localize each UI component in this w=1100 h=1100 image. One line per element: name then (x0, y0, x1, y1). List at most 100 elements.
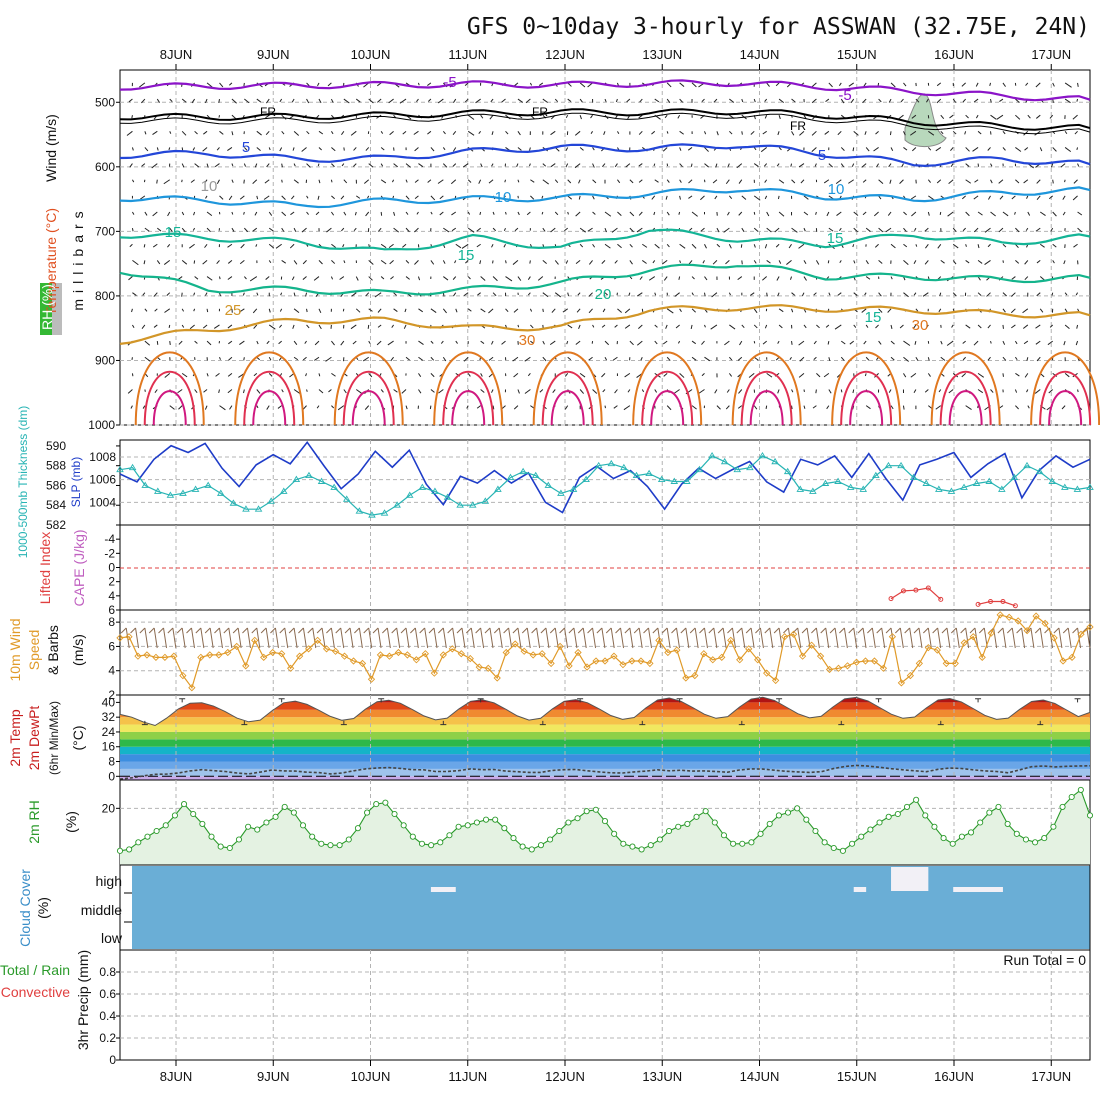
rh-point (235, 836, 243, 843)
wind-barb (688, 179, 693, 184)
wind-barb (480, 373, 483, 377)
wind10m-barb (582, 627, 587, 649)
wind-barb (214, 163, 220, 168)
wind-barb (488, 356, 494, 361)
wind-barb (654, 98, 660, 103)
wind-barb (206, 340, 212, 346)
wind10m-barb-flag (727, 627, 733, 634)
wind-barb (405, 356, 410, 361)
wind-barb (590, 114, 593, 119)
precip-ticks: 00.20.40.60.8 (99, 965, 120, 1067)
rh-point (199, 820, 206, 827)
wind-barb (753, 147, 757, 151)
isotherm-label: -5 (443, 74, 456, 91)
wind-barb (691, 308, 696, 313)
wind-barb (910, 130, 917, 136)
wind10m-barb-flag (913, 627, 920, 634)
wind-barb (514, 227, 519, 232)
wind10m-barb-flag (661, 627, 668, 634)
wind10m-barb-flag (316, 627, 323, 634)
wind-barb (939, 211, 942, 215)
wind-barb (451, 227, 457, 232)
wind-barb (1015, 372, 1020, 377)
wind-barb (325, 356, 332, 362)
wind-barb (451, 211, 457, 216)
wind-barb (537, 276, 544, 281)
wind-barb (405, 163, 411, 168)
wind-barb (1002, 147, 1006, 151)
wind-barb (666, 98, 671, 103)
tick-label: 600 (95, 160, 115, 174)
wind-speed-point (502, 648, 510, 657)
wind-barb (291, 98, 295, 103)
wind-barb (878, 292, 882, 297)
wind-barb (888, 389, 892, 393)
wind-barb (194, 340, 198, 344)
wind-barb (852, 147, 855, 152)
rh-point (794, 805, 801, 812)
wind-barb (142, 292, 146, 296)
wind-barb (984, 259, 991, 265)
wind10m-barb (265, 627, 270, 649)
wind-barb (1064, 292, 1068, 296)
wind-barb (306, 98, 310, 104)
wind-barb (679, 179, 682, 183)
wind-speed-point (861, 657, 870, 665)
wind-barb (626, 98, 631, 103)
wind-barb (1025, 82, 1029, 86)
wind-barb (661, 260, 668, 265)
wind-barb (662, 340, 668, 345)
wind-barb (477, 292, 481, 296)
wind-barb (811, 130, 817, 136)
wind-barb (465, 260, 469, 264)
hot-contour (252, 390, 287, 426)
thickness-point (1061, 483, 1069, 490)
wind10m-barb-flag (755, 627, 761, 634)
wind-barb (492, 405, 495, 410)
isotherm-25 (119, 304, 1091, 345)
date-axis-bottom: 8JUN 9JUN 10JUN 11JUN 12JUN 13JUN 14JUN 15JUN 16… (160, 1060, 1071, 1084)
wind-barb (567, 292, 569, 297)
wind-barb (380, 131, 384, 134)
rh-axis-label: RH (%) (39, 284, 55, 330)
hot-contour (731, 351, 802, 426)
wind-barb (799, 356, 805, 362)
wind-barb (194, 163, 200, 168)
rh-point (730, 840, 737, 847)
wind10m-barb (135, 627, 140, 649)
wind-barb (938, 389, 942, 393)
wind-barb (427, 179, 432, 183)
wind-barb (977, 260, 983, 264)
tick-label: -4 (104, 532, 115, 546)
hot-contour (134, 351, 205, 426)
thickness-point (720, 457, 729, 465)
thickness-point (405, 491, 414, 498)
wind-barb (899, 324, 904, 329)
wind-barb (725, 405, 730, 410)
wind-barb (903, 356, 909, 362)
wind-barb (153, 292, 158, 297)
wind-barb (887, 211, 892, 216)
wind-barb (617, 179, 621, 184)
date-label-bottom: 9JUN (257, 1069, 290, 1084)
wind-barb (588, 292, 593, 297)
isotherm-label: FR (532, 105, 548, 119)
wind-barb (617, 211, 622, 217)
wind-barb (710, 324, 718, 330)
wind10m-barb-flag (764, 627, 771, 634)
wind-barb (750, 292, 755, 296)
wind10m-barb (246, 627, 251, 649)
wind-barb (973, 340, 979, 346)
wind10m-barb (461, 627, 466, 649)
wind-barb (216, 179, 220, 184)
tick-label: 0 (108, 561, 115, 575)
rh-point (171, 812, 178, 819)
wind-barb (890, 324, 893, 330)
wind-barb (579, 227, 586, 233)
wind-barb (716, 227, 720, 233)
rh-point (748, 839, 755, 846)
wind-barb (786, 260, 792, 265)
